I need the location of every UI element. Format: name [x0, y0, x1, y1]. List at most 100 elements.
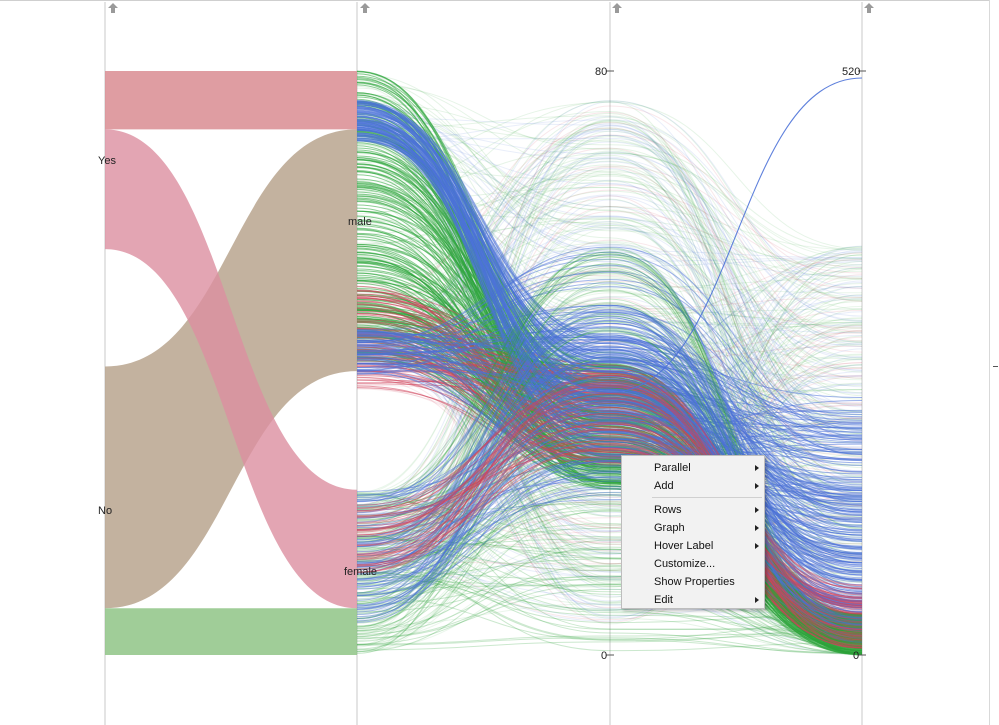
polyline	[356, 481, 863, 529]
ribbon-yes-female	[105, 129, 357, 609]
up-arrow-icon	[612, 3, 622, 13]
polyline-faint	[356, 102, 863, 251]
polyline	[356, 286, 863, 455]
polyline	[356, 561, 863, 630]
polyline	[356, 537, 863, 632]
polyline-faint	[356, 134, 863, 582]
polyline	[356, 398, 863, 618]
polyline	[356, 311, 863, 622]
polyline	[356, 270, 863, 642]
polyline	[356, 471, 863, 597]
polyline	[356, 365, 863, 655]
up-arrow-icon	[360, 3, 370, 13]
submenu-arrow-icon	[755, 465, 759, 471]
polyline-faint	[356, 308, 863, 418]
polyline	[356, 478, 863, 637]
menu-item-hover-label[interactable]: Hover Label	[622, 537, 764, 555]
polyline	[356, 362, 863, 592]
resize-marker[interactable]	[993, 366, 998, 367]
submenu-arrow-icon	[755, 543, 759, 549]
polyline-faint	[356, 280, 863, 329]
polyline-faint	[356, 182, 863, 419]
polyline	[356, 421, 863, 620]
polyline-faint	[356, 152, 863, 506]
polyline-faint	[356, 135, 863, 478]
polyline	[356, 584, 863, 651]
polyline-faint	[356, 107, 863, 430]
polyline-faint	[356, 128, 863, 520]
axis-handle-sex[interactable]	[359, 2, 371, 14]
menu-item-edit[interactable]: Edit	[622, 591, 764, 609]
menu-item-label: Parallel	[654, 462, 691, 474]
polyline	[356, 376, 863, 634]
polyline-faint	[356, 239, 863, 543]
polyline-faint	[356, 198, 863, 643]
polyline	[356, 353, 863, 610]
polyline	[356, 339, 863, 591]
ribbon-yes-male	[105, 71, 357, 130]
polyline-faint	[356, 135, 863, 594]
polyline-faint	[356, 73, 863, 278]
polyline-faint	[356, 100, 863, 341]
polyline-faint	[356, 332, 863, 635]
menu-item-add[interactable]: Add	[622, 477, 764, 495]
polyline-faint	[356, 211, 863, 531]
menu-item-parallel[interactable]: Parallel	[622, 459, 764, 477]
menu-item-show-properties[interactable]: Show Properties	[622, 573, 764, 591]
menu-item-rows[interactable]: Rows	[622, 501, 764, 519]
polyline	[356, 580, 863, 629]
polyline-faint	[356, 151, 863, 621]
menu-item-graph[interactable]: Graph	[622, 519, 764, 537]
polyline	[356, 281, 863, 653]
polyline	[356, 424, 863, 588]
category-label-female: female	[344, 566, 378, 578]
polyline	[356, 363, 863, 516]
polyline	[356, 476, 863, 602]
axis-handle-age[interactable]	[611, 2, 623, 14]
polyline-faint	[356, 302, 863, 629]
polyline	[356, 429, 863, 638]
polyline	[356, 391, 863, 580]
polyline	[356, 558, 863, 620]
polyline	[356, 353, 863, 466]
polyline	[356, 343, 863, 443]
polyline	[356, 386, 863, 613]
polyline	[356, 384, 863, 647]
polyline	[356, 125, 863, 550]
polyline-faint	[356, 361, 863, 535]
polyline	[356, 428, 863, 630]
polyline	[356, 412, 863, 590]
polyline	[356, 386, 863, 633]
polyline	[356, 330, 863, 532]
polyline	[356, 331, 863, 560]
top-border	[0, 0, 989, 1]
polyline	[356, 548, 863, 642]
polyline	[356, 357, 863, 502]
polyline-faint	[356, 245, 863, 519]
polyline-faint	[356, 169, 863, 635]
polyline	[356, 317, 863, 631]
polyline	[356, 564, 863, 649]
polyline	[356, 364, 863, 646]
polyline	[356, 482, 863, 617]
polyline	[356, 279, 863, 431]
polyline	[356, 440, 863, 649]
ribbon-bottom	[105, 608, 357, 655]
polyline-faint	[356, 268, 863, 603]
menu-item-customize[interactable]: Customize...	[622, 555, 764, 573]
polyline-faint	[356, 150, 863, 506]
polyline	[356, 478, 863, 630]
axis-handle-survived[interactable]	[107, 2, 119, 14]
polyline	[356, 441, 863, 566]
polyline	[356, 320, 863, 586]
polyline	[356, 444, 863, 585]
polyline	[356, 461, 863, 602]
window-right-edge	[989, 0, 990, 725]
polyline-faint	[356, 165, 863, 353]
axis-handle-fare[interactable]	[863, 2, 875, 14]
polyline	[356, 348, 863, 636]
polyline	[356, 434, 863, 636]
polyline	[356, 401, 863, 623]
polyline	[356, 420, 863, 610]
